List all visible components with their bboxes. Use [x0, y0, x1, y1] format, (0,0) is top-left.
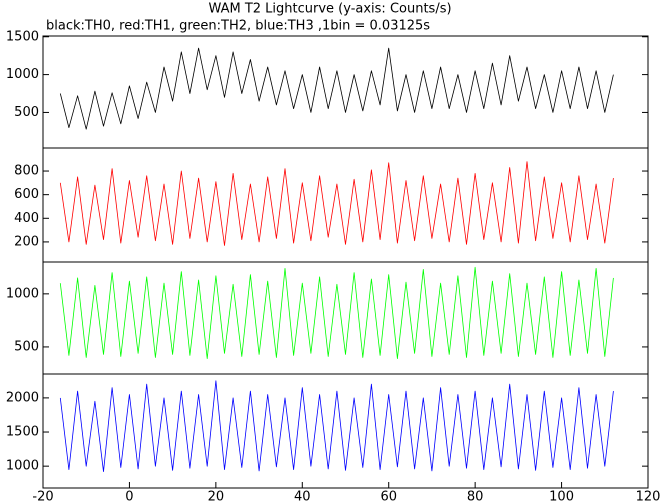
x-tick-label: 80: [467, 490, 484, 504]
x-tick-label: 0: [125, 490, 133, 504]
lightcurve: [59, 47, 614, 130]
x-tick-label: 100: [549, 490, 574, 504]
y-tick-label: 2000: [6, 390, 39, 405]
y-tick-label: 600: [14, 187, 39, 202]
y-tick-label: 500: [14, 339, 39, 354]
y-tick-label: 1000: [6, 286, 39, 301]
x-tick-label: 40: [294, 490, 311, 504]
x-tick-label: 20: [208, 490, 225, 504]
lightcurve: [59, 380, 614, 473]
chart-title: WAM T2 Lightcurve (y-axis: Counts/s): [208, 2, 451, 17]
y-tick-label: 500: [14, 105, 39, 120]
panel-frame: [42, 373, 649, 489]
lightcurve: [59, 266, 614, 360]
y-tick-label: 1500: [6, 425, 39, 440]
y-tick-label: 1000: [6, 67, 39, 82]
chart-subtitle: black:TH0, red:TH1, green:TH2, blue:TH3 …: [46, 19, 430, 34]
panel-frame: [42, 147, 649, 263]
y-tick-label: 1500: [6, 29, 39, 44]
y-tick-label: 800: [14, 164, 39, 179]
x-tick-label: 60: [380, 490, 397, 504]
y-tick-label: 200: [14, 234, 39, 249]
lightcurve: [59, 161, 614, 246]
x-tick-label: 120: [636, 490, 661, 504]
y-tick-label: 1000: [6, 459, 39, 474]
y-tick-label: 400: [14, 211, 39, 226]
x-tick-label: -20: [32, 490, 53, 504]
